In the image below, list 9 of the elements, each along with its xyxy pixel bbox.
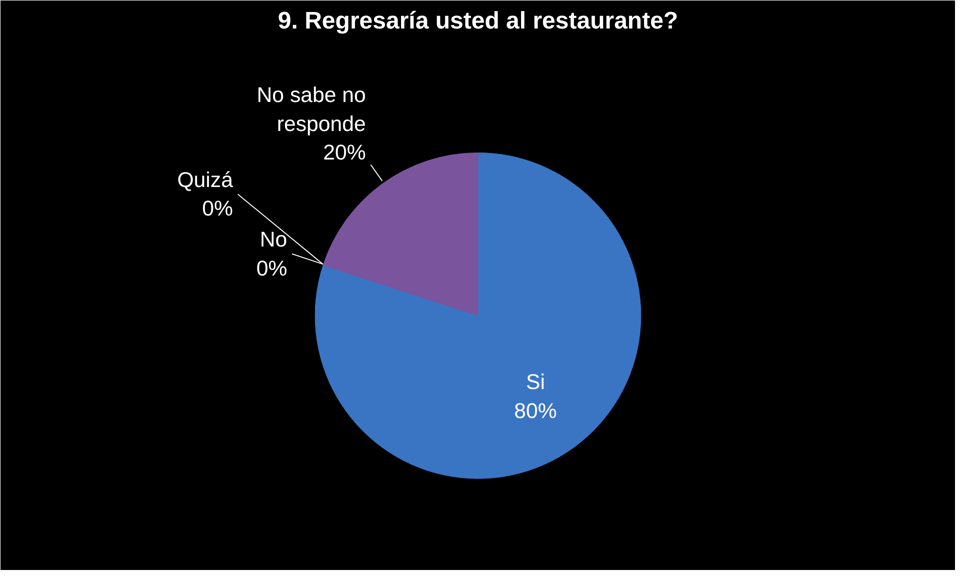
- data-label: 20%: [323, 140, 366, 165]
- chart-title: 9. Regresaría usted al restaurante?: [278, 8, 678, 34]
- slice-label: Si: [526, 370, 545, 394]
- slice-label: No sabe no responde: [256, 83, 366, 136]
- category-label: Quizá: [177, 168, 233, 192]
- category-label: No: [260, 228, 288, 252]
- text: 0%: [256, 256, 288, 280]
- text: 0%: [202, 196, 233, 221]
- data-label: 80%: [514, 398, 557, 423]
